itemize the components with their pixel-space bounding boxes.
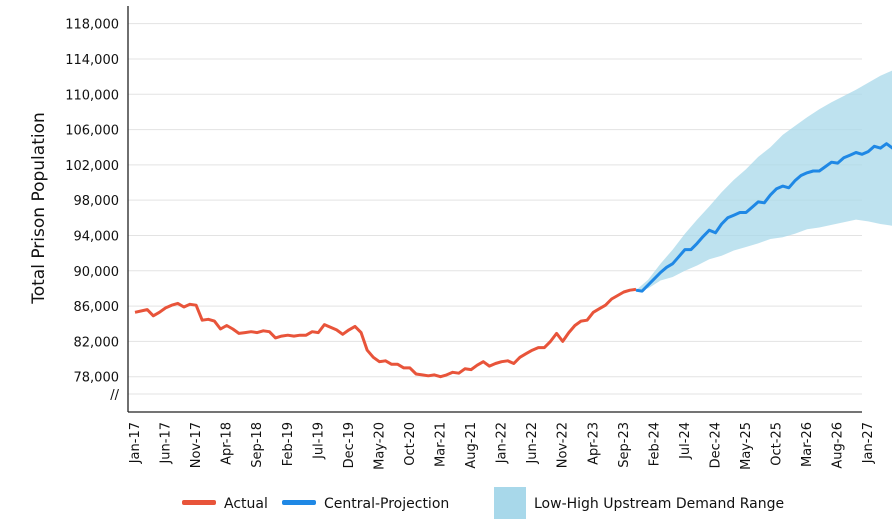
- x-tick-label: Dec-19: [342, 422, 357, 468]
- x-tick-label: Jan-17: [128, 422, 143, 464]
- x-tick-label: Jul-19: [311, 422, 326, 460]
- x-tick-labels: Jan-17 Jun-17 Nov-17 Apr-18 Sep-18 Feb-19 Jul-…: [128, 422, 892, 470]
- legend-actual-swatch: [182, 500, 216, 505]
- y-tick-labels: 78,000 82,000 86,000 90,000 94,000 98,000 102,…: [65, 18, 119, 386]
- x-tick-label: Oct-25: [770, 422, 785, 466]
- y-tick-label: 110,000: [65, 88, 119, 103]
- central-projection-series-line: [635, 142, 892, 293]
- actual-series-line: [134, 287, 637, 379]
- x-tick-label: Sep-18: [250, 422, 265, 468]
- legend-range-swatch: [494, 487, 526, 519]
- legend-projection-swatch: [282, 500, 316, 505]
- y-tick-label: 102,000: [65, 159, 119, 174]
- legend-range-label: Low-High Upstream Demand Range: [534, 496, 784, 512]
- axes: [127, 6, 862, 413]
- grid-lines: [128, 23, 862, 395]
- x-tick-label: Aug-26: [831, 422, 846, 469]
- x-tick-label: Aug-21: [464, 422, 479, 469]
- x-tick-label: Nov-17: [189, 422, 204, 468]
- x-tick-label: Jun-17: [159, 422, 174, 465]
- x-tick-label: Jan-27: [861, 422, 876, 464]
- y-tick-label: 106,000: [65, 124, 119, 139]
- x-tick-label: Nov-22: [556, 422, 571, 468]
- y-tick-label: 78,000: [74, 371, 120, 386]
- x-tick-label: Jul-24: [678, 422, 693, 460]
- y-tick-label: 82,000: [74, 335, 120, 350]
- x-tick-label: Jun-22: [525, 422, 540, 465]
- x-tick-label: Apr-18: [220, 422, 235, 465]
- x-tick-label: Oct-20: [403, 422, 418, 466]
- legend-projection-label: Central-Projection: [324, 496, 449, 512]
- axis-break-label: //: [110, 388, 119, 403]
- y-axis-label: Total Prison Population: [29, 112, 49, 305]
- x-tick-label: Jan-22: [495, 422, 510, 464]
- legend: Actual Central-Projection Low-High Upstr…: [182, 487, 784, 519]
- x-tick-label: Mar-21: [434, 422, 449, 467]
- y-tick-label: 114,000: [65, 53, 119, 68]
- x-tick-label: May-20: [372, 422, 387, 470]
- x-tick-label: Feb-24: [647, 422, 662, 466]
- y-tick-label: 98,000: [74, 194, 120, 209]
- x-tick-label: Feb-19: [281, 422, 296, 466]
- x-tick-label: Sep-23: [617, 422, 632, 468]
- range-area: [636, 70, 892, 291]
- x-tick-label: Apr-23: [586, 422, 601, 465]
- x-tick-label: Dec-24: [708, 422, 723, 468]
- legend-actual-label: Actual: [224, 496, 268, 512]
- y-tick-label: 86,000: [74, 300, 120, 315]
- y-tick-label: 94,000: [74, 229, 120, 244]
- x-tick-label: Mar-26: [800, 422, 815, 467]
- y-tick-label: 118,000: [65, 18, 119, 33]
- y-tick-label: 90,000: [74, 265, 120, 280]
- x-tick-label: May-25: [739, 422, 754, 470]
